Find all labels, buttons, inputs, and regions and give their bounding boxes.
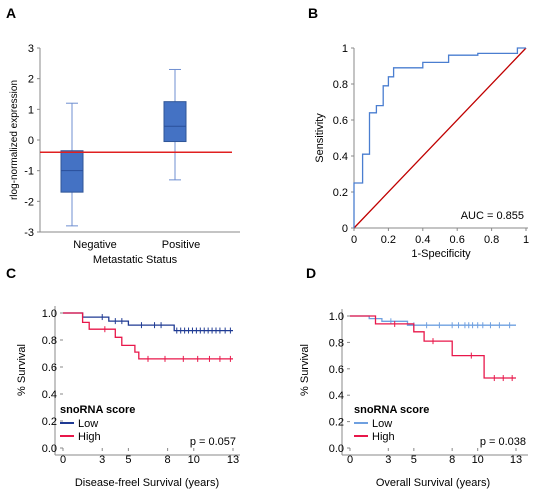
panel-d-x-label: Overall Survival (years) (376, 477, 490, 489)
panel-d-y-tick-label: 0.8 (329, 337, 344, 349)
panel-c-x-tick-label: 8 (165, 454, 171, 466)
panel-d-y-tick-label: 1.0 (329, 311, 344, 323)
panel-a-x-label: Metastatic Status (93, 254, 178, 266)
panel-b-x-tick-label: 1 (523, 234, 529, 246)
panel-letter-a: A (6, 5, 16, 21)
panel-a-y-tick-label: 2 (28, 74, 34, 86)
panel-c-x-tick-label: 10 (188, 454, 200, 466)
panel-b-y-label: Sensitivity (314, 113, 326, 163)
panel-b-y-tick-label: 0.6 (333, 115, 348, 127)
panel-d-x-tick-label: 10 (472, 454, 484, 466)
panel-b-diagonal-line (353, 47, 527, 229)
panel-c-legend-title: snoRNA score (60, 404, 135, 416)
panel-c-y-tick-label: 0.4 (42, 389, 57, 401)
panel-b-x-tick-label: 0.8 (484, 234, 499, 246)
panel-b-y-tick-label: 0.4 (333, 151, 348, 163)
panel-d-x-tick-label: 5 (411, 454, 417, 466)
panel-a-y-tick-label: -2 (24, 196, 34, 208)
panel-c-y-label: % Survival (16, 344, 28, 396)
panel-d-x-tick-label: 0 (347, 454, 353, 466)
panel-c-x-tick-label: 13 (227, 454, 239, 466)
panel-c-y-tick-label: 1.0 (42, 308, 57, 320)
panel-b-y-tick-label: 0.8 (333, 79, 348, 91)
panel-d-x-tick-label: 8 (449, 454, 455, 466)
panel-a-y-tick-label: 1 (28, 104, 34, 116)
panel-c-y-tick-label: 0.0 (42, 443, 57, 455)
panel-c-x-tick-label: 5 (125, 454, 131, 466)
panel-a-y-tick-label: -3 (24, 227, 34, 239)
panel-c-y-tick-label: 0.8 (42, 335, 57, 347)
panel-d-km: 0 3 5 8 10 130.00.20.40.60.81.0 snoRNA score … (299, 309, 528, 489)
panel-d-y-tick-label: 0.0 (329, 443, 344, 455)
panel-b-x-tick-label: 0 (351, 234, 357, 246)
panel-a-y-tick-label: 3 (28, 43, 34, 55)
panel-b-roc-curve (353, 47, 526, 228)
panel-d-y-tick-label: 0.6 (329, 364, 344, 376)
panel-d-x-tick-label: 13 (510, 454, 522, 466)
panel-c-x-tick-label: 0 (60, 454, 66, 466)
panel-a-boxplot: 3 2 1 0 -1 -2 -3 Negative Positive Metastatic … (9, 43, 240, 266)
panel-d-legend-title: snoRNA score (354, 404, 429, 416)
panel-c-x-label: Disease-freel Survival (years) (75, 477, 219, 489)
panel-d-legend-label-low: Low (372, 418, 392, 430)
panel-b-x-tick-label: 0.4 (415, 234, 430, 246)
panel-b-x-tick-label: 0.2 (381, 234, 396, 246)
panel-letter-d: D (306, 265, 316, 281)
panel-d-legend-label-high: High (372, 431, 395, 443)
panel-c-y-tick-label: 0.6 (42, 362, 57, 374)
panel-b-y-tick-label: 0 (342, 223, 348, 235)
panel-c-legend-label-high: High (78, 431, 101, 443)
panel-d-y-label: % Survival (299, 344, 311, 396)
panel-c-p-value: p = 0.057 (190, 436, 236, 448)
panel-d-y-tick-label: 0.2 (329, 417, 344, 429)
panel-a-y-tick-label: -1 (24, 166, 34, 178)
panel-d-x-tick-label: 3 (385, 454, 391, 466)
panel-a-x-tick-positive: Positive (162, 239, 201, 251)
panel-c-legend-label-low: Low (78, 418, 98, 430)
panel-d-y-tick-label: 0.4 (329, 390, 344, 402)
panel-b-y-tick-label: 0.2 (333, 187, 348, 199)
panel-d-curve-high (350, 315, 516, 379)
panel-a-y-tick-label: 0 (28, 135, 34, 147)
panel-c-km: 0 3 5 8 10 130.00.20.40.60.81.0 snoRNA score … (16, 306, 240, 489)
panel-letter-b: B (308, 5, 318, 21)
panel-a-x-tick-negative: Negative (73, 239, 116, 251)
panel-b-x-label: 1-Specificity (411, 248, 471, 260)
panel-c-x-tick-label: 3 (99, 454, 105, 466)
panel-a-box-positive (163, 101, 187, 143)
panel-a-box-negative (60, 150, 84, 193)
panel-c-curve-high (63, 312, 233, 360)
panel-a-y-label: rlog-normalized expression (9, 80, 20, 200)
panel-b-y-tick-label: 1 (342, 43, 348, 55)
panel-letter-c: C (6, 265, 16, 281)
panel-b-x-tick-label: 0.6 (450, 234, 465, 246)
panel-b-roc: 0 0.2 0.4 0.6 0.8 1 0 0.2 0.4 0.6 0.8 1 AUC = 0.855… (314, 43, 529, 260)
panel-d-p-value: p = 0.038 (480, 436, 526, 448)
panel-c-y-tick-label: 0.2 (42, 416, 57, 428)
panel-b-auc-annotation: AUC = 0.855 (461, 210, 524, 222)
